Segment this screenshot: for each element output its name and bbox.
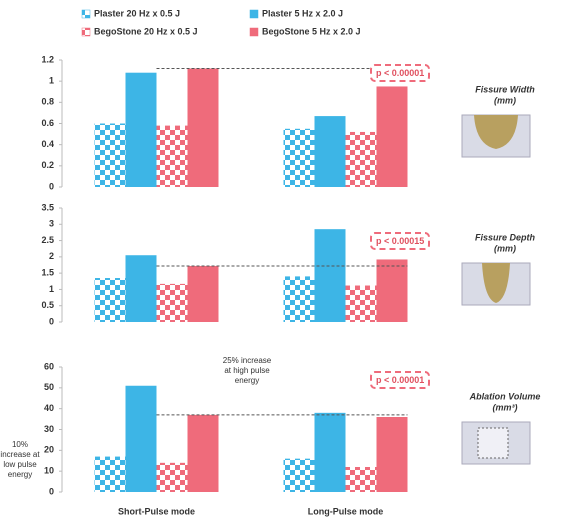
p-value: p < 0.00015 — [370, 232, 431, 250]
y-tick-label: 0.5 — [41, 300, 54, 310]
legend-swatch — [249, 27, 259, 37]
y-tick-label: 60 — [44, 361, 54, 371]
y-tick-label: 1 — [49, 76, 54, 86]
y-tick-label: 0 — [49, 181, 54, 191]
icon — [482, 263, 510, 303]
panel-title: Fissure Depth — [475, 232, 536, 242]
bar — [376, 259, 408, 322]
bar — [156, 283, 188, 322]
y-tick-label: 20 — [44, 445, 54, 455]
bar — [187, 414, 219, 492]
legend-label: BegoStone 5 Hz x 2.0 J — [262, 26, 361, 36]
bar — [376, 417, 408, 492]
legend-label: Plaster 5 Hz x 2.0 J — [262, 8, 343, 18]
y-tick-label: 40 — [44, 403, 54, 413]
y-tick-label: 0.6 — [41, 118, 54, 128]
y-tick-label: 3 — [49, 219, 54, 229]
bar — [283, 458, 315, 492]
bar — [125, 385, 157, 492]
annotation: 25% increase at high pulse energy — [222, 356, 272, 386]
y-tick-label: 2.5 — [41, 235, 54, 245]
y-tick-label: 0.4 — [41, 139, 54, 149]
bar — [283, 128, 315, 187]
bar — [94, 456, 126, 492]
p-value: p < 0.00001 — [370, 64, 431, 82]
panel-title: Ablation Volume — [469, 391, 541, 401]
legend-label: BegoStone 20 Hz x 0.5 J — [94, 26, 198, 36]
y-tick-label: 1 — [49, 284, 54, 294]
panel-unit: (mm) — [494, 95, 516, 105]
y-tick-label: 30 — [44, 424, 54, 434]
y-tick-label: 0 — [49, 486, 54, 496]
bar — [345, 467, 377, 492]
bar — [125, 255, 157, 322]
x-tick-label: Long-Pulse mode — [308, 506, 384, 516]
bar — [125, 72, 157, 187]
y-tick-label: 2 — [49, 251, 54, 261]
y-tick-label: 50 — [44, 382, 54, 392]
legend-swatch — [249, 9, 259, 19]
bar — [156, 125, 188, 187]
bar — [314, 229, 346, 322]
y-tick-label: 0.2 — [41, 160, 54, 170]
bar — [314, 116, 346, 187]
y-tick-label: 0 — [49, 316, 54, 326]
y-tick-label: 1.5 — [41, 268, 54, 278]
bar — [94, 123, 126, 187]
bar — [314, 412, 346, 492]
legend-label: Plaster 20 Hz x 0.5 J — [94, 8, 180, 18]
bar — [376, 86, 408, 187]
icon — [474, 115, 518, 149]
icon — [477, 427, 509, 459]
bar — [345, 285, 377, 322]
y-tick-label: 0.8 — [41, 97, 54, 107]
bar — [187, 265, 219, 322]
legend-swatch — [81, 9, 91, 19]
bar — [187, 68, 219, 187]
panel-unit: (mm³) — [493, 402, 518, 412]
bar — [345, 131, 377, 187]
bar — [94, 278, 126, 322]
y-tick-label: 1.2 — [41, 54, 54, 64]
legend-swatch — [81, 27, 91, 37]
y-tick-label: 3.5 — [41, 202, 54, 212]
panel-unit: (mm) — [494, 243, 516, 253]
x-tick-label: Short-Pulse mode — [118, 506, 195, 516]
panel-title: Fissure Width — [475, 84, 535, 94]
bar — [283, 276, 315, 322]
bar — [156, 462, 188, 492]
p-value: p < 0.00001 — [370, 371, 431, 389]
y-tick-label: 10 — [44, 466, 54, 476]
annotation: 10% increase at low pulse energy — [0, 440, 40, 480]
